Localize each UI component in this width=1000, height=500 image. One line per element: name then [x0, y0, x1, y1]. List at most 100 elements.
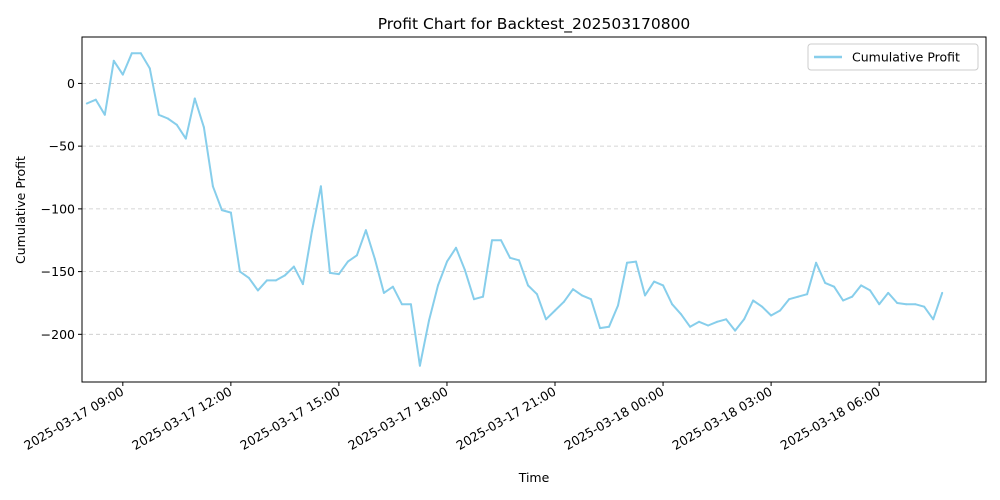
x-tick-label: 2025-03-18 03:00: [670, 384, 775, 453]
data-point: [590, 298, 592, 301]
data-point: [373, 258, 376, 261]
data-point: [662, 284, 665, 287]
data-point: [437, 284, 439, 287]
data-point: [923, 305, 926, 308]
data-point: [500, 239, 502, 242]
data-point: [130, 52, 133, 55]
data-point: [193, 97, 196, 100]
chart-title: Profit Chart for Backtest_202503170800: [378, 15, 691, 34]
data-point: [671, 303, 674, 306]
data-point: [139, 52, 142, 55]
data-point: [536, 293, 538, 296]
grid-lines: [82, 83, 986, 335]
data-point: [184, 137, 187, 140]
data-point: [554, 309, 556, 312]
data-point: [400, 303, 403, 306]
data-point: [112, 59, 115, 62]
data-point: [914, 303, 917, 306]
data-point: [310, 230, 313, 233]
data-point: [491, 239, 493, 242]
data-point: [653, 280, 656, 283]
x-tick-label: 2025-03-17 18:00: [345, 384, 450, 453]
y-tick-label: −50: [49, 139, 75, 154]
data-point: [220, 209, 223, 212]
data-point: [788, 298, 791, 301]
data-point: [464, 269, 466, 272]
x-tick-label: 2025-03-17 15:00: [237, 384, 342, 453]
data-point: [292, 265, 295, 268]
data-point: [644, 294, 646, 297]
data-point: [752, 299, 755, 302]
data-point: [887, 291, 890, 294]
y-axis-label: Cumulative Profit: [13, 156, 28, 264]
x-tick-label: 2025-03-17 12:00: [129, 384, 234, 453]
data-point: [319, 185, 322, 188]
data-point: [265, 279, 268, 282]
plot-frame: [81, 36, 987, 383]
data-point: [473, 298, 475, 301]
data-point: [851, 295, 854, 298]
data-point: [364, 229, 367, 232]
data-point: [283, 274, 286, 277]
data-point: [382, 291, 385, 294]
data-point: [148, 67, 151, 70]
data-point: [905, 303, 908, 306]
data-point: [103, 113, 106, 116]
data-point: [716, 320, 719, 323]
data-point: [581, 294, 583, 297]
legend-box: [807, 43, 979, 71]
x-tick-label: 2025-03-18 06:00: [778, 384, 883, 453]
data-point: [175, 123, 178, 126]
data-point: [211, 185, 214, 188]
data-point: [509, 256, 511, 259]
data-point: [869, 289, 872, 292]
data-point: [689, 325, 692, 328]
x-tick-label: 2025-03-18 00:00: [562, 384, 667, 453]
data-point: [455, 246, 457, 249]
x-tick-label: 2025-03-17 09:00: [21, 384, 126, 453]
data-point: [680, 313, 683, 316]
x-axis: 2025-03-17 09:00 2025-03-17 12:00 2025-03-…: [21, 382, 883, 453]
data-point: [337, 273, 340, 276]
data-point: [409, 303, 412, 306]
data-point: [85, 102, 88, 105]
data-point: [725, 318, 728, 321]
series-layer: [85, 52, 944, 367]
data-point: [878, 303, 881, 306]
data-point: [418, 364, 421, 367]
data-point: [563, 300, 565, 303]
data-point: [896, 302, 899, 304]
data-point: [428, 319, 430, 322]
data-point: [599, 327, 601, 330]
data-point: [734, 329, 737, 332]
data-point: [545, 318, 547, 321]
data-point: [797, 295, 800, 298]
data-point: [743, 318, 746, 321]
data-point: [256, 289, 259, 292]
data-point: [166, 117, 169, 120]
y-tick-label: −200: [41, 327, 75, 342]
x-tick-label: 2025-03-17 21:00: [453, 384, 558, 453]
data-point: [770, 314, 773, 317]
data-point: [932, 318, 935, 321]
data-point: [779, 309, 782, 312]
series-line: [86, 52, 944, 367]
legend-label: Cumulative Profit: [852, 50, 960, 65]
data-point: [761, 305, 764, 308]
data-point: [626, 261, 628, 264]
data-point: [346, 260, 349, 263]
data-point: [860, 284, 863, 287]
data-point: [824, 281, 827, 284]
data-point: [94, 98, 97, 101]
data-point: [806, 293, 809, 296]
data-point: [247, 276, 250, 279]
data-point: [121, 73, 124, 76]
y-tick-label: −150: [41, 264, 75, 279]
data-point: [698, 320, 701, 323]
data-point: [238, 270, 241, 273]
y-tick-label: −100: [41, 201, 75, 216]
data-point: [157, 113, 160, 116]
data-point: [617, 304, 619, 307]
data-point: [355, 254, 358, 257]
